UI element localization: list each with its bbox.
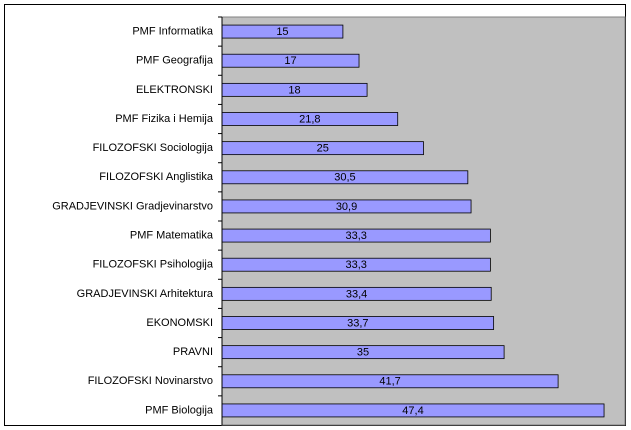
data-label: 33,7 (347, 317, 368, 329)
data-label: 33,3 (345, 259, 366, 271)
y-tick-label: PMF Matematika (130, 229, 214, 241)
y-tick-label: GRADJEVINSKI Arhitektura (77, 288, 214, 300)
y-tick-label: PMF Biologija (145, 404, 214, 416)
data-label: 30,9 (336, 201, 357, 213)
data-label: 47,4 (402, 405, 423, 417)
data-label: 33,3 (345, 230, 366, 242)
data-label: 15 (276, 26, 288, 38)
y-tick-label: PMF Fizika i Hemija (115, 113, 214, 125)
y-tick-label: EKONOMSKI (146, 317, 213, 329)
data-label: 35 (357, 347, 369, 359)
y-tick-label: PMF Geografija (136, 55, 214, 67)
y-tick-label: ELEKTRONSKI (136, 84, 213, 96)
y-tick-label: FILOZOFSKI Anglistika (99, 171, 214, 183)
data-label: 33,4 (346, 288, 367, 300)
data-label: 17 (284, 55, 296, 67)
data-label: 21,8 (299, 113, 320, 125)
data-label: 41,7 (379, 376, 400, 388)
data-label: 30,5 (334, 172, 355, 184)
y-tick-label: FILOZOFSKI Psihologija (93, 259, 214, 271)
y-tick-label: PRAVNI (173, 346, 213, 358)
y-tick-label: PMF Informatika (132, 25, 214, 37)
y-tick-label: FILOZOFSKI Sociologija (93, 142, 214, 154)
data-label: 18 (288, 84, 300, 96)
y-tick-label: FILOZOFSKI Novinarstvo (88, 375, 213, 387)
y-tick-label: GRADJEVINSKI Gradjevinarstvo (52, 200, 213, 212)
data-label: 25 (317, 143, 329, 155)
plot-area (221, 16, 626, 426)
